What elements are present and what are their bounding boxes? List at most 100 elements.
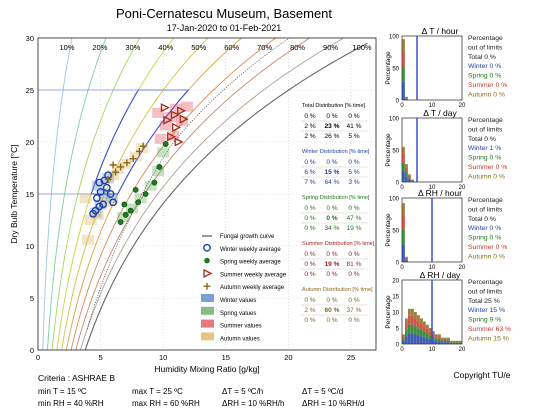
- histogram-stat-text: Percentage: [468, 117, 503, 124]
- legend-label: Autumn weekly average: [220, 285, 285, 291]
- histogram-bar: [459, 342, 462, 343]
- distribution-table-cell: 0 %: [304, 159, 315, 166]
- distribution-table-cell: 64 %: [324, 179, 339, 186]
- distribution-table-cell: 3 %: [348, 179, 359, 186]
- histogram-y-tick: 50: [392, 67, 399, 73]
- distribution-table-cell: 0 %: [348, 159, 359, 166]
- histogram-bar: [441, 339, 444, 341]
- histogram-bar: [423, 337, 426, 344]
- legend-patch-swatch: [201, 307, 214, 315]
- histogram-bar: [405, 260, 408, 262]
- histogram-bar: [411, 333, 414, 344]
- distribution-table-cell: 0 %: [348, 317, 359, 324]
- y-axis-label: Dry Bulb Temperature [°C]: [9, 144, 19, 243]
- histogram-bar: [459, 341, 462, 342]
- legend-label: Winter weekly average: [220, 247, 281, 253]
- spring-marker: [133, 187, 138, 192]
- histogram-x-tick: 20: [459, 347, 466, 353]
- legend-label: Summer values: [220, 324, 262, 330]
- histogram-bar: [435, 339, 438, 341]
- histogram-y-tick: 20: [392, 279, 399, 285]
- distribution-table-cell: 2 %: [304, 133, 315, 140]
- histogram-frame: [402, 118, 462, 182]
- distribution-table-cell: 19 %: [346, 225, 361, 232]
- distribution-table-title: Total Distribution [% time]: [302, 103, 366, 109]
- x-tick-label: 20: [284, 353, 292, 362]
- histogram-bar: [405, 330, 408, 336]
- histogram-title: Δ RH / hour: [418, 188, 462, 198]
- spring-marker: [128, 208, 133, 213]
- rh-label: 40%: [158, 43, 173, 52]
- histogram-stat-text: out of limits: [468, 288, 503, 295]
- histogram-bar: [411, 180, 414, 181]
- distribution-table-cell: 0 %: [348, 251, 359, 258]
- histogram-bar: [435, 336, 438, 338]
- histogram-y-tick: 50: [392, 229, 399, 235]
- legend-label: Fungal growth curve: [220, 234, 275, 240]
- y-tick-label: 15: [26, 190, 34, 199]
- distribution-table-cell: 34 %: [324, 225, 339, 232]
- legend-hexagon-swatch: [204, 258, 210, 264]
- histogram-bar: [405, 177, 408, 182]
- distribution-table-cell: 26 %: [324, 133, 339, 140]
- histogram-bar: [450, 343, 453, 344]
- histogram-bar: [441, 338, 444, 339]
- histogram-bar: [408, 325, 411, 334]
- distribution-table-cell: 0 %: [304, 317, 315, 324]
- y-tick-label: 25: [26, 86, 34, 95]
- rh-label: 70%: [257, 43, 272, 52]
- legend-label: Summer weekly average: [220, 272, 287, 278]
- value-cloud: [82, 235, 94, 245]
- histogram-bar: [426, 329, 429, 334]
- distribution-table-cell: 0 %: [304, 251, 315, 258]
- distribution-table-cell: 0 %: [326, 271, 337, 278]
- histogram-title: Δ RH / day: [420, 270, 461, 280]
- criteria-max-t: max T = 25 ºC: [132, 387, 183, 396]
- criteria-dt-hour: ΔT = 5 ºC/h: [222, 387, 263, 396]
- histogram-bar: [417, 315, 420, 321]
- histogram-bar: [411, 181, 414, 182]
- histogram-bar: [405, 258, 408, 259]
- distribution-table-cell: 0 %: [304, 261, 315, 268]
- distribution-table-cell: 5 %: [348, 133, 359, 140]
- histogram-stat-text: Summer 0 %: [468, 164, 507, 171]
- rh-label: 60%: [224, 43, 239, 52]
- distribution-table-cell: 0 %: [348, 297, 359, 304]
- histogram-x-tick: 10: [429, 347, 436, 353]
- histogram-bar: [405, 168, 408, 172]
- histogram-x-tick: 0: [400, 347, 404, 353]
- distribution-table-cell: 0 %: [304, 271, 315, 278]
- histogram-bar: [423, 332, 426, 338]
- histogram-bar: [426, 333, 429, 338]
- histogram-x-tick: 20: [459, 103, 466, 109]
- distribution-table-cell: 0 %: [326, 317, 337, 324]
- histogram-bar: [402, 244, 405, 262]
- histogram-stat-text: Total 0 %: [468, 216, 496, 223]
- histogram-bar: [405, 336, 408, 344]
- histogram-y-tick: 0: [396, 343, 400, 349]
- distribution-table-title: Summer Distribution [% time]: [302, 241, 375, 247]
- criteria-min-t: min T = 15 ºC: [38, 387, 87, 396]
- histogram-bar: [444, 342, 447, 344]
- value-cloud: [157, 147, 169, 157]
- distribution-table-cell: 19 %: [324, 261, 339, 268]
- distribution-table-cell: 47 %: [346, 215, 361, 222]
- distribution-table-cell: 41 %: [346, 123, 361, 130]
- distribution-table-cell: 37 %: [346, 307, 361, 314]
- histogram-stat-text: Autumn 0 %: [468, 173, 505, 180]
- histogram-stat-text: Summer 0 %: [468, 82, 507, 89]
- histogram-stat-text: Winter 1 %: [468, 145, 501, 152]
- distribution-table-cell: 0 %: [326, 205, 337, 212]
- histogram-bar: [405, 324, 408, 330]
- value-cloud: [80, 193, 92, 203]
- histogram-bar: [408, 309, 411, 316]
- distribution-table-cell: 0 %: [304, 297, 315, 304]
- histogram-bar: [405, 259, 408, 260]
- histogram-bar: [435, 341, 438, 344]
- histogram-y-tick: 10: [392, 311, 399, 317]
- histogram-y-tick: 15: [392, 295, 399, 301]
- histogram-stat-text: Autumn 0 %: [468, 253, 505, 260]
- legend-label: Winter values: [220, 298, 256, 304]
- distribution-table-cell: 2 %: [304, 123, 315, 130]
